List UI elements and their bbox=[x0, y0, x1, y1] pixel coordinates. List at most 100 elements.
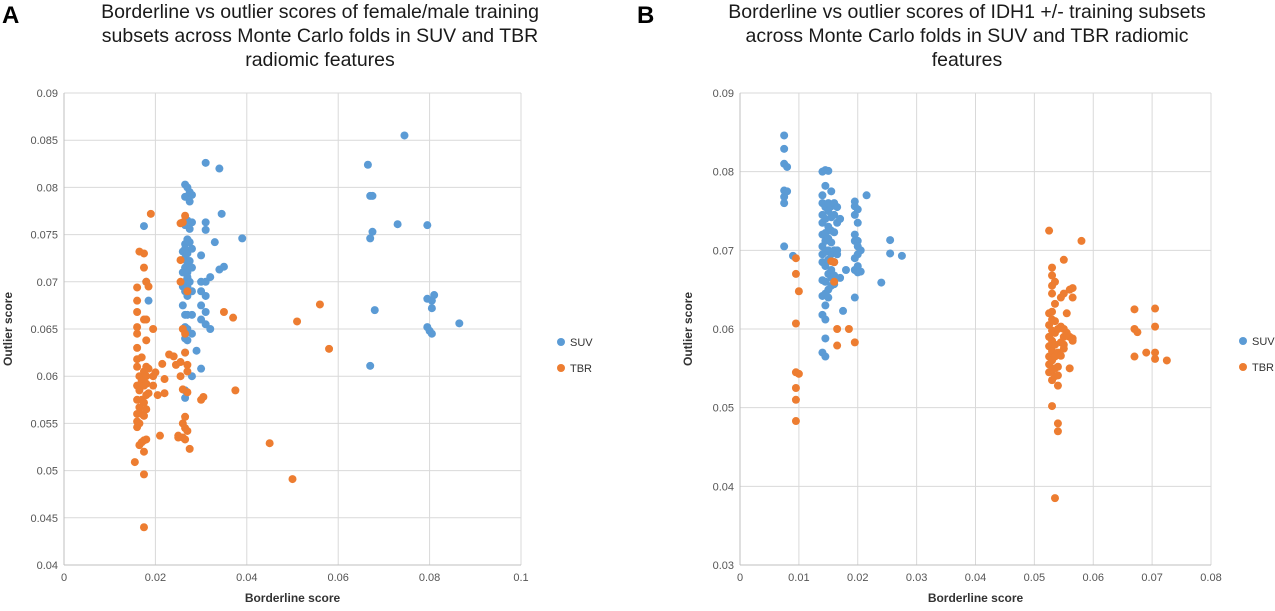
data-point-suv bbox=[780, 131, 789, 140]
data-point-suv bbox=[830, 210, 839, 219]
data-point-tbr bbox=[139, 411, 148, 420]
data-point-tbr bbox=[1048, 263, 1057, 272]
data-point-suv bbox=[368, 191, 377, 200]
data-point-suv bbox=[821, 301, 830, 310]
y-axis-title: Outlier score bbox=[1, 292, 15, 366]
data-point-tbr bbox=[1059, 255, 1068, 264]
data-point-suv bbox=[856, 267, 865, 276]
chart-title-line: Borderline vs outlier scores of IDH1 +/-… bbox=[728, 1, 1206, 23]
data-point-suv bbox=[818, 191, 827, 200]
data-point-suv bbox=[783, 187, 792, 196]
data-point-tbr bbox=[139, 398, 148, 407]
x-tick-label: 0.04 bbox=[236, 572, 257, 584]
data-point-tbr bbox=[142, 405, 151, 414]
data-point-tbr bbox=[1133, 328, 1142, 337]
data-point-suv bbox=[862, 191, 871, 200]
data-point-tbr bbox=[144, 282, 153, 291]
data-point-suv bbox=[366, 234, 375, 243]
data-point-suv bbox=[201, 225, 210, 234]
data-point-tbr bbox=[185, 444, 194, 453]
data-point-suv bbox=[393, 220, 402, 229]
y-tick-label: 0.05 bbox=[37, 466, 58, 478]
x-tick-label: 0.08 bbox=[1200, 572, 1221, 584]
data-point-tbr bbox=[139, 249, 148, 258]
data-point-tbr bbox=[325, 344, 334, 353]
data-point-suv bbox=[178, 301, 187, 310]
data-point-suv bbox=[368, 227, 377, 236]
x-tick-label: 0.07 bbox=[1141, 572, 1162, 584]
data-point-suv bbox=[197, 301, 206, 310]
data-point-tbr bbox=[158, 359, 167, 368]
data-point-tbr bbox=[833, 341, 842, 350]
chart-title: Borderline vs outlier scores of IDH1 +/-… bbox=[677, 0, 1257, 72]
data-point-tbr bbox=[231, 386, 240, 395]
data-point-tbr bbox=[830, 258, 839, 267]
x-tick-label: 0.1 bbox=[513, 572, 528, 584]
data-point-tbr bbox=[133, 362, 142, 371]
data-point-tbr bbox=[1050, 277, 1059, 286]
data-point-tbr bbox=[1053, 427, 1062, 436]
x-tick-label: 0.04 bbox=[965, 572, 986, 584]
data-point-suv bbox=[886, 236, 895, 245]
data-point-suv bbox=[192, 346, 201, 355]
data-point-suv bbox=[201, 308, 210, 317]
data-point-tbr bbox=[142, 435, 151, 444]
y-tick-label: 0.04 bbox=[37, 560, 58, 572]
data-point-suv bbox=[206, 273, 215, 282]
data-point-tbr bbox=[1053, 381, 1062, 390]
x-tick-label: 0.03 bbox=[906, 572, 927, 584]
data-point-tbr bbox=[1151, 322, 1160, 331]
data-point-tbr bbox=[1048, 307, 1057, 316]
y-tick-label: 0.09 bbox=[713, 88, 734, 100]
data-point-suv bbox=[886, 249, 895, 258]
data-point-suv bbox=[185, 238, 194, 247]
data-point-tbr bbox=[850, 338, 859, 347]
data-point-tbr bbox=[160, 375, 169, 384]
data-point-tbr bbox=[181, 211, 190, 220]
data-point-suv bbox=[827, 238, 836, 247]
data-point-tbr bbox=[135, 419, 144, 428]
x-tick-label: 0.05 bbox=[1024, 572, 1045, 584]
data-point-tbr bbox=[130, 458, 139, 467]
data-point-suv bbox=[363, 160, 372, 169]
data-point-suv bbox=[853, 236, 862, 245]
data-point-tbr bbox=[1151, 304, 1160, 313]
legend-label-suv: SUV bbox=[1252, 336, 1275, 348]
data-point-suv bbox=[853, 205, 862, 214]
y-tick-label: 0.06 bbox=[37, 371, 58, 383]
data-point-suv bbox=[821, 334, 830, 343]
data-point-tbr bbox=[181, 329, 190, 338]
data-point-suv bbox=[841, 266, 850, 274]
data-point-tbr bbox=[169, 352, 178, 361]
data-point-tbr bbox=[1045, 226, 1054, 235]
data-point-tbr bbox=[791, 384, 800, 392]
data-point-suv bbox=[201, 218, 210, 227]
data-point-tbr bbox=[791, 319, 800, 328]
data-point-tbr bbox=[1056, 351, 1065, 360]
data-point-tbr bbox=[146, 209, 155, 218]
data-point-tbr bbox=[1162, 356, 1171, 365]
data-point-suv bbox=[833, 203, 842, 212]
data-point-tbr bbox=[794, 369, 803, 378]
data-point-suv bbox=[185, 224, 194, 233]
x-tick-label: 0.06 bbox=[1083, 572, 1104, 584]
y-tick-label: 0.06 bbox=[713, 324, 734, 336]
y-tick-label: 0.065 bbox=[30, 324, 58, 336]
data-point-tbr bbox=[183, 287, 192, 296]
legend-marker-tbr bbox=[1239, 363, 1247, 371]
data-point-tbr bbox=[133, 283, 142, 292]
panel-b: B Borderline vs outlier scores of IDH1 +… bbox=[637, 0, 1275, 611]
chart-title-line: radiomic features bbox=[245, 49, 395, 71]
data-point-tbr bbox=[1050, 494, 1059, 503]
data-point-tbr bbox=[139, 263, 148, 272]
legend-marker-tbr bbox=[557, 364, 565, 372]
data-point-suv bbox=[187, 263, 196, 272]
y-tick-label: 0.08 bbox=[37, 182, 58, 194]
data-point-tbr bbox=[183, 360, 192, 369]
y-tick-label: 0.07 bbox=[713, 245, 734, 257]
data-point-tbr bbox=[183, 388, 192, 397]
panel-a: A Borderline vs outlier scores of female… bbox=[0, 0, 630, 611]
data-point-suv bbox=[187, 310, 196, 319]
data-point-suv bbox=[455, 319, 464, 328]
data-point-tbr bbox=[1130, 352, 1139, 361]
